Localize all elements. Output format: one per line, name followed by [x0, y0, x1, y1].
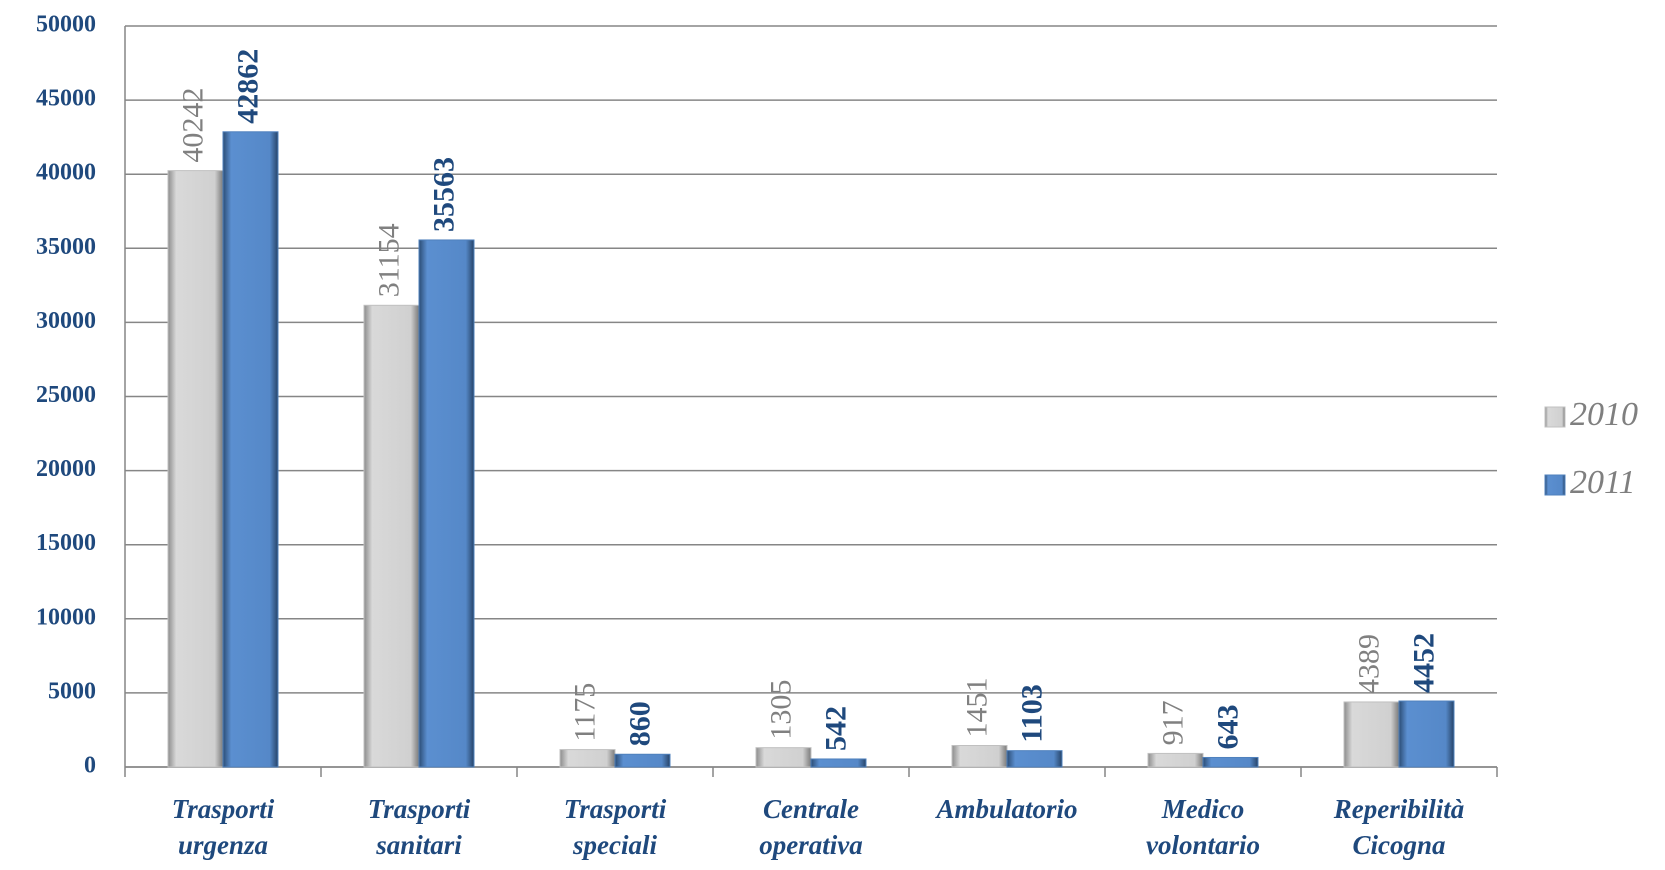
legend-label: 2011 — [1570, 464, 1635, 501]
y-tick-label: 0 — [84, 753, 96, 779]
x-tick-label: Ambulatorio — [934, 794, 1077, 824]
data-label: 1451 — [960, 677, 993, 737]
x-tick-label: Medico volontario — [1146, 794, 1260, 860]
bar — [222, 131, 279, 768]
data-label: 1305 — [764, 680, 797, 740]
data-label: 860 — [623, 701, 656, 746]
legend-label: 2010 — [1570, 396, 1638, 433]
y-tick-label: 40000 — [36, 160, 96, 186]
bar — [167, 170, 224, 768]
x-tick-label: Centrale operativa — [759, 794, 862, 860]
bar — [1343, 701, 1400, 768]
bar — [1006, 750, 1063, 768]
y-tick-label: 10000 — [36, 604, 96, 630]
data-label: 1103 — [1015, 684, 1048, 742]
y-tick-label: 15000 — [36, 530, 96, 556]
bar — [363, 304, 420, 768]
bar — [1202, 756, 1259, 768]
data-label: 40242 — [176, 88, 209, 163]
data-label: 643 — [1211, 704, 1244, 749]
bar — [810, 758, 867, 768]
bar — [614, 753, 671, 768]
y-tick-label: 45000 — [36, 86, 96, 112]
legend-swatch — [1544, 474, 1566, 496]
data-label: 42862 — [231, 49, 264, 124]
data-label: 35563 — [427, 157, 460, 232]
bar — [951, 744, 1008, 768]
bar — [755, 747, 812, 768]
data-label: 4389 — [1352, 634, 1385, 694]
data-label: 542 — [819, 706, 852, 751]
data-label: 1175 — [568, 683, 601, 742]
data-label: 31154 — [372, 223, 405, 297]
legend-swatch — [1544, 406, 1566, 428]
x-tick-label: Trasporti sanitari — [368, 794, 471, 860]
x-tick-label: Trasporti speciali — [564, 794, 667, 860]
data-label: 917 — [1156, 700, 1189, 745]
bar — [1398, 700, 1455, 768]
y-tick-label: 20000 — [36, 456, 96, 482]
x-tick-label: Trasporti urgenza — [172, 794, 275, 860]
bar — [1147, 752, 1204, 768]
y-tick-label: 50000 — [36, 12, 96, 38]
y-tick-label: 25000 — [36, 382, 96, 408]
x-tick-label: Reperibilità Cicogna — [1333, 794, 1465, 860]
y-tick-label: 35000 — [36, 234, 96, 260]
bar — [559, 749, 616, 768]
bar — [418, 239, 475, 768]
data-label: 4452 — [1407, 633, 1440, 693]
y-tick-label: 30000 — [36, 308, 96, 334]
y-tick-label: 5000 — [48, 678, 96, 704]
